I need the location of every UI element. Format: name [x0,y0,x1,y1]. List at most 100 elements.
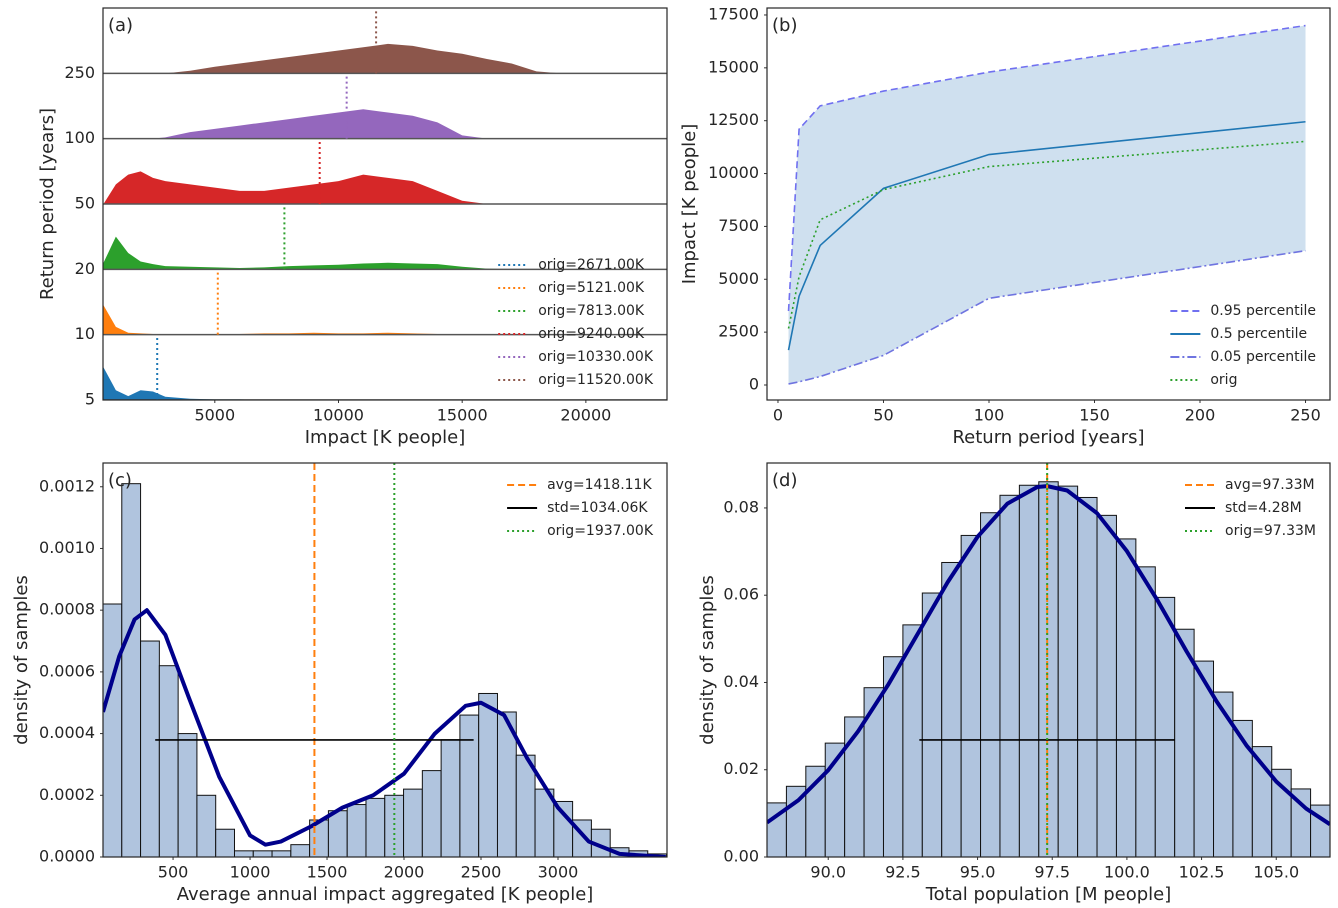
legend-label: orig=7813.00K [538,303,645,319]
y-tick-label: 0.0002 [39,785,95,804]
bar [121,483,142,857]
x-tick-label: 1500 [307,863,348,882]
x-tick-label: 90.0 [810,863,846,882]
y-tick-label: 10000 [708,163,759,182]
legend-label: orig [1210,372,1237,388]
y-tick-label: 0.02 [723,759,759,778]
y-tick-label: 2500 [718,322,759,341]
bar [271,850,292,857]
legend-label: avg=1418.11K [547,477,652,493]
legend-label: orig=5121.00K [538,280,645,296]
legend: avg=1418.11K std=1034.06K orig=1937.00K [507,477,654,539]
bar [233,850,254,857]
panel: 90.0 92.5 95.0 97.5 100.0 102.5 105.0 0.00 0.02 0… [697,462,1331,905]
x-tick-label: 2000 [384,863,425,882]
x-tick-label: 100 [974,406,1005,425]
panel-label: (a) [108,15,133,36]
bar [941,561,962,857]
bar [999,494,1020,857]
y-tick-label: 0.04 [723,672,759,691]
x-tick-label: 500 [158,863,189,882]
bar [1213,691,1234,857]
bar [515,754,536,857]
panel: 5000 10000 15000 20000 5 10 20 50 100 250 (a) Impac… [37,7,668,448]
x-tick-label: 5000 [194,406,235,425]
y-tick-label: 0.0006 [39,661,95,680]
y-tick-label: 17500 [708,4,759,23]
panel: 0 50 100 150 200 2500250050007500100001250015… [679,4,1331,448]
x-tick-label: 97.5 [1034,863,1070,882]
x-tick-label: 10000 [313,406,364,425]
bar [459,714,480,857]
legend: 0.95 percentile 0.5 percentile 0.05 percen… [1170,303,1316,388]
ridge [103,236,661,270]
y-tick-label: 0.08 [723,497,759,516]
y-tick-label: 250 [64,63,95,82]
x-tick-label: 100.0 [1104,863,1150,882]
bar [960,534,982,857]
x-axis-label: Return period [years] [952,427,1144,448]
plot-area [103,8,667,400]
legend-label: orig=1937.00K [547,523,654,539]
y-tick-label: 10 [75,324,95,343]
ridge [103,367,661,400]
ridge [103,43,661,74]
bar [1135,566,1156,857]
y-tick-label: 0.0000 [39,847,95,866]
bar [553,800,574,857]
y-tick-label: 0.0010 [39,538,95,557]
bar [478,692,498,857]
y-tick-label: 15000 [708,57,759,76]
series-line [787,24,1306,312]
x-tick-label: 1000 [230,863,271,882]
panel-label: (b) [772,15,797,36]
bar [365,797,386,857]
bar [196,794,217,857]
bar [1174,628,1195,857]
x-tick-label: 2500 [461,863,502,882]
bar [805,765,826,857]
bar [327,810,348,857]
axes-frame [102,462,668,858]
y-tick-label: 0.0012 [39,476,95,495]
y-axis-label: Impact [K people] [679,124,700,285]
bar [1096,514,1117,857]
y-tick-label: 5000 [718,269,759,288]
bar [1018,484,1040,857]
x-tick-label: 20000 [560,406,611,425]
y-tick-label: 50 [75,194,95,213]
bar [440,739,461,857]
axes-frame [766,7,1331,401]
x-tick-label: 102.5 [1179,863,1225,882]
bar [1038,481,1059,857]
bar [1154,596,1176,857]
legend-label: 0.05 percentile [1210,349,1316,365]
x-tick-label: 3000 [538,863,579,882]
y-tick-label: 7500 [718,216,759,235]
axes-frame [766,462,1331,858]
x-tick-label: 15000 [437,406,488,425]
legend: orig=2671.00K orig=5121.00K orig=7813.00K o… [498,257,654,388]
legend: avg=97.33M std=4.28M orig=97.33M [1185,477,1316,539]
legend-label: orig=2671.00K [538,257,645,273]
legend-label: orig=11520.00K [538,372,654,388]
x-tick-label: 95.0 [960,863,996,882]
ridge [103,171,661,204]
y-axis-label: density of samples [697,575,718,745]
y-axis-label: density of samples [11,575,32,745]
legend-label: orig=9240.00K [538,326,645,342]
bar [158,665,179,857]
panel-label: (d) [772,470,797,491]
bar [403,788,423,857]
bar [346,804,367,857]
x-tick-label: 92.5 [885,863,921,882]
legend-label: std=4.28M [1225,500,1302,516]
legend-label: 0.95 percentile [1210,303,1316,319]
bar [421,770,442,857]
bar [1115,538,1137,857]
y-tick-label: 0.0008 [39,600,95,619]
bar [863,687,884,857]
panel: 500 1000 1500 2000 2500 3000 0.0000 0.0002 0.000… [11,462,668,905]
x-axis-label: Impact [K people] [305,427,466,448]
